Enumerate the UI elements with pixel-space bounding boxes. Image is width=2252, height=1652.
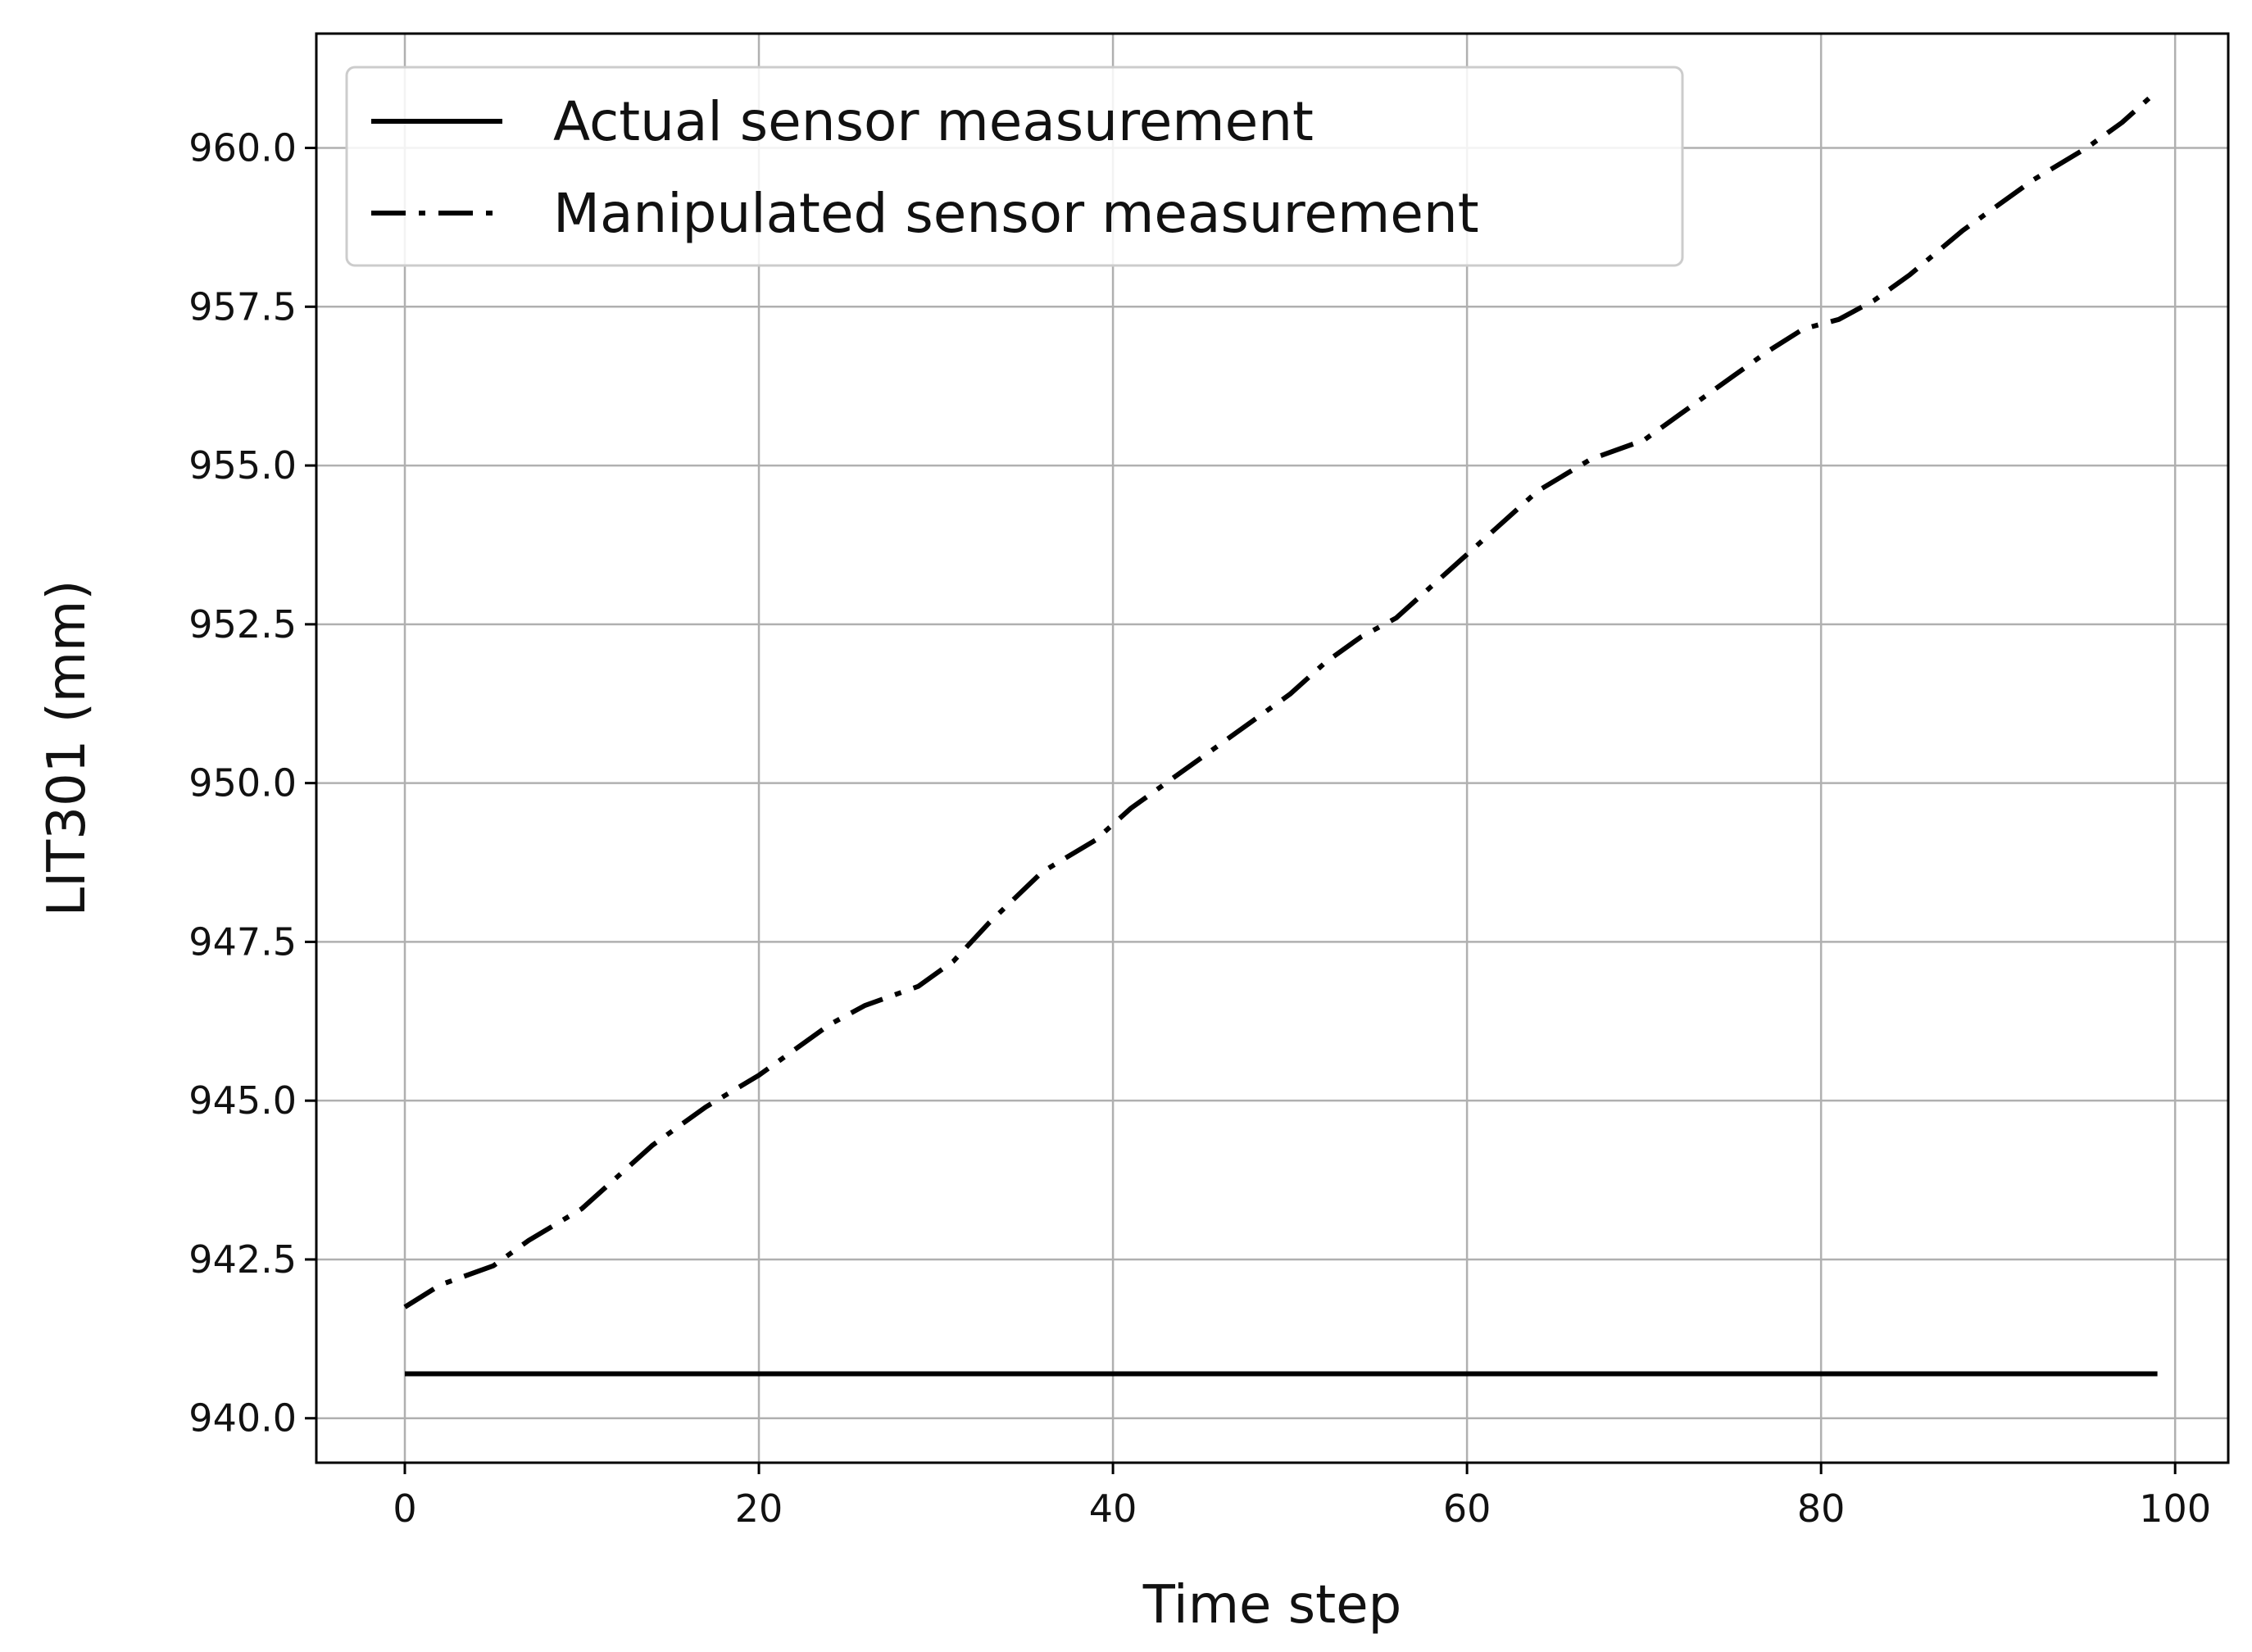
x-tick-label: 100 bbox=[2139, 1486, 2211, 1531]
legend: Actual sensor measurement Manipulated sen… bbox=[345, 66, 1684, 267]
y-tick-label: 950.0 bbox=[188, 761, 297, 806]
x-tick-label: 0 bbox=[393, 1486, 416, 1531]
series-line-2 bbox=[403, 88, 2159, 1309]
y-tick-label: 952.5 bbox=[188, 602, 297, 647]
legend-label-1: Actual sensor measurement bbox=[553, 90, 1314, 153]
axis-ticks: 0 20 40 60 80 100 940.0 942.5 945.0 947.5 950.0 952… bbox=[188, 126, 2211, 1531]
x-tick-label: 40 bbox=[1089, 1486, 1137, 1531]
legend-label-2: Manipulated sensor measurement bbox=[553, 182, 1479, 245]
y-tick-label: 957.5 bbox=[188, 284, 297, 329]
x-tick-label: 60 bbox=[1443, 1486, 1491, 1531]
y-tick-label: 945.0 bbox=[188, 1078, 297, 1123]
x-tick-label: 80 bbox=[1797, 1486, 1846, 1531]
grid-lines bbox=[316, 34, 2228, 1463]
y-tick-label: 942.5 bbox=[188, 1237, 297, 1282]
y-tick-label: 947.5 bbox=[188, 919, 297, 964]
legend-box bbox=[345, 66, 1684, 267]
series-lines bbox=[403, 88, 2159, 1377]
x-axis-label: Time step bbox=[1142, 1575, 1401, 1636]
y-tick-label: 940.0 bbox=[188, 1396, 297, 1441]
x-tick-label: 20 bbox=[735, 1486, 783, 1531]
y-tick-label: 955.0 bbox=[188, 443, 297, 488]
y-tick-label: 960.0 bbox=[188, 126, 297, 170]
y-axis-label: LIT301 (mm) bbox=[37, 580, 98, 917]
plot-frame bbox=[315, 32, 2230, 1464]
